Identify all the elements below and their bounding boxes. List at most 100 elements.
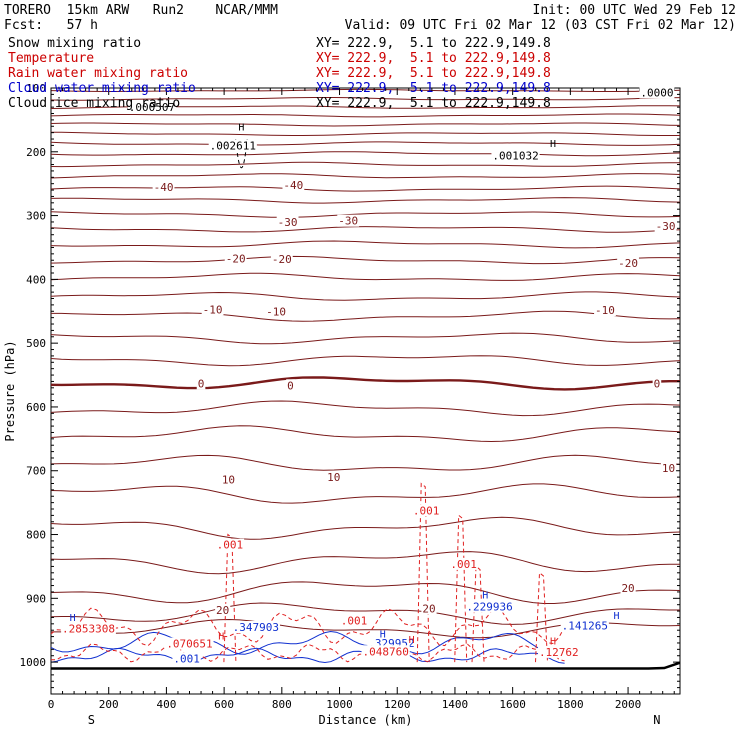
contour-label: -30 [338,215,358,228]
isotherm-line [50,113,681,118]
contour-label: .000507 [129,101,175,114]
y-tick-label: 1000 [20,656,47,669]
high-marker: H [550,636,556,647]
contour-label: -20 [618,257,638,270]
contour-label-bg [361,645,410,658]
rain-water-contour [50,607,566,647]
contour-label-bg [491,149,540,162]
rain-water-spike [454,514,468,663]
contour-label-bg [654,219,677,232]
contour-label: .0000 [640,86,673,99]
contour-label-bg [231,621,280,634]
legend-rain-name: Rain water mixing ratio [8,66,189,81]
y-tick-label: 200 [26,146,46,159]
y-tick-label: 400 [26,273,46,286]
contour-label-bg [201,303,224,316]
contour-label: 0 [654,377,661,390]
contour-label-bg [276,215,299,228]
contour-label-bg [286,379,295,392]
isotherm-line [50,483,681,504]
hydrometeor-contours [50,138,681,670]
contour-label: -10 [203,303,223,316]
legend-temperature-name: Temperature [8,51,95,66]
contour-label-bg [538,645,580,658]
valid-time: Valid: 09 UTC Fri 02 Mar 12 (03 CST Fri … [344,18,736,33]
rain-water-spike [535,571,549,663]
contour-label: .001 [217,539,244,552]
contour-label-bg [660,462,677,475]
contour-label: .001 [450,558,477,571]
contour-label: -30 [656,220,676,233]
cloud-water-contour [50,630,565,655]
contour-label-bg [215,538,245,551]
contour-label: .12762 [539,646,579,659]
contour-label-bg [172,652,201,665]
contour-label-bg [326,471,342,484]
contour-label: .048760 [363,645,409,658]
contour-label-bg [270,252,293,265]
contour-label-bg [152,180,175,193]
contour-label: .2853308 [62,622,115,635]
high-marker: H [238,122,244,133]
isotherm-line [51,310,681,322]
isotherm-line [50,516,681,540]
contour-label: .070651 [166,638,212,651]
contour-label-bg [620,582,636,595]
contour-label-bg [652,377,662,390]
rain-water-spike [223,533,237,663]
contour-label-bg [127,101,177,114]
x-tick-label: 800 [272,698,292,711]
isotherm-line [50,581,681,604]
x-tick-label: 1800 [557,698,584,711]
contour-label: .001 [173,652,200,665]
contour-label: .002611 [210,139,256,152]
isotherm-line [50,255,681,265]
high-marker: H [70,613,76,624]
x-axis-label: Distance (km) [319,713,413,727]
isotherm-line [50,141,681,146]
contour-label: 0 [287,379,294,392]
contour-label-bg [465,600,514,613]
isotherm-line [51,131,680,136]
y-tick-label: 800 [26,529,46,542]
isotherm-line [50,454,681,471]
contour-label-bg [449,557,478,570]
high-marker: H [409,635,415,646]
legend-temperature-range: XY= 222.9, 5.1 to 222.9,149.8 [316,51,551,66]
rain-water-spike [471,565,485,663]
isotherm-line [50,97,681,101]
contour-label: .229936 [466,601,512,614]
contour-label: 20 [422,603,435,616]
legend-snow-name: Snow mixing ratio [8,36,142,51]
isotherm-line [50,173,681,179]
isotherm-line [50,425,681,443]
contour-labels: -40 -40 -30 -30 -30 -20 -20 -20 -10 -10 -10 0 0 0 10 10… [61,86,677,665]
forecast-hour: Fcst: 57 h [4,18,98,33]
contour-label-bg [208,139,257,152]
isotherm-line [50,122,681,127]
ground-surface-line [51,661,681,670]
isotherm-line [50,240,681,249]
contour-label: 10 [662,462,675,475]
y-tick-label: 500 [26,337,46,350]
contour-label-bg [411,504,441,517]
x-tick-label: 0 [48,698,55,711]
isotherm-line [50,185,681,192]
isotherm-line [50,291,681,301]
legend-rain-range: XY= 222.9, 5.1 to 222.9,149.8 [316,66,551,81]
contour-label: -20 [226,252,246,265]
isotherm-line [50,151,681,157]
legend-cloud-ice-range: XY= 222.9, 5.1 to 222.9,149.8 [316,96,551,111]
contour-label: .141265 [562,620,608,633]
rain-water-contour [50,642,565,663]
isotherm-line [50,226,681,233]
high-marker: H [614,611,620,622]
high-marker: H [550,139,556,150]
isotherm-line [50,197,681,204]
contour-label-bg [594,303,616,316]
isotherm-line [50,332,681,345]
contour-label: .001 [341,615,368,628]
contour-label-bg [560,619,609,632]
init-time: Init: 00 UTC Wed 29 Feb 12 [532,3,737,18]
